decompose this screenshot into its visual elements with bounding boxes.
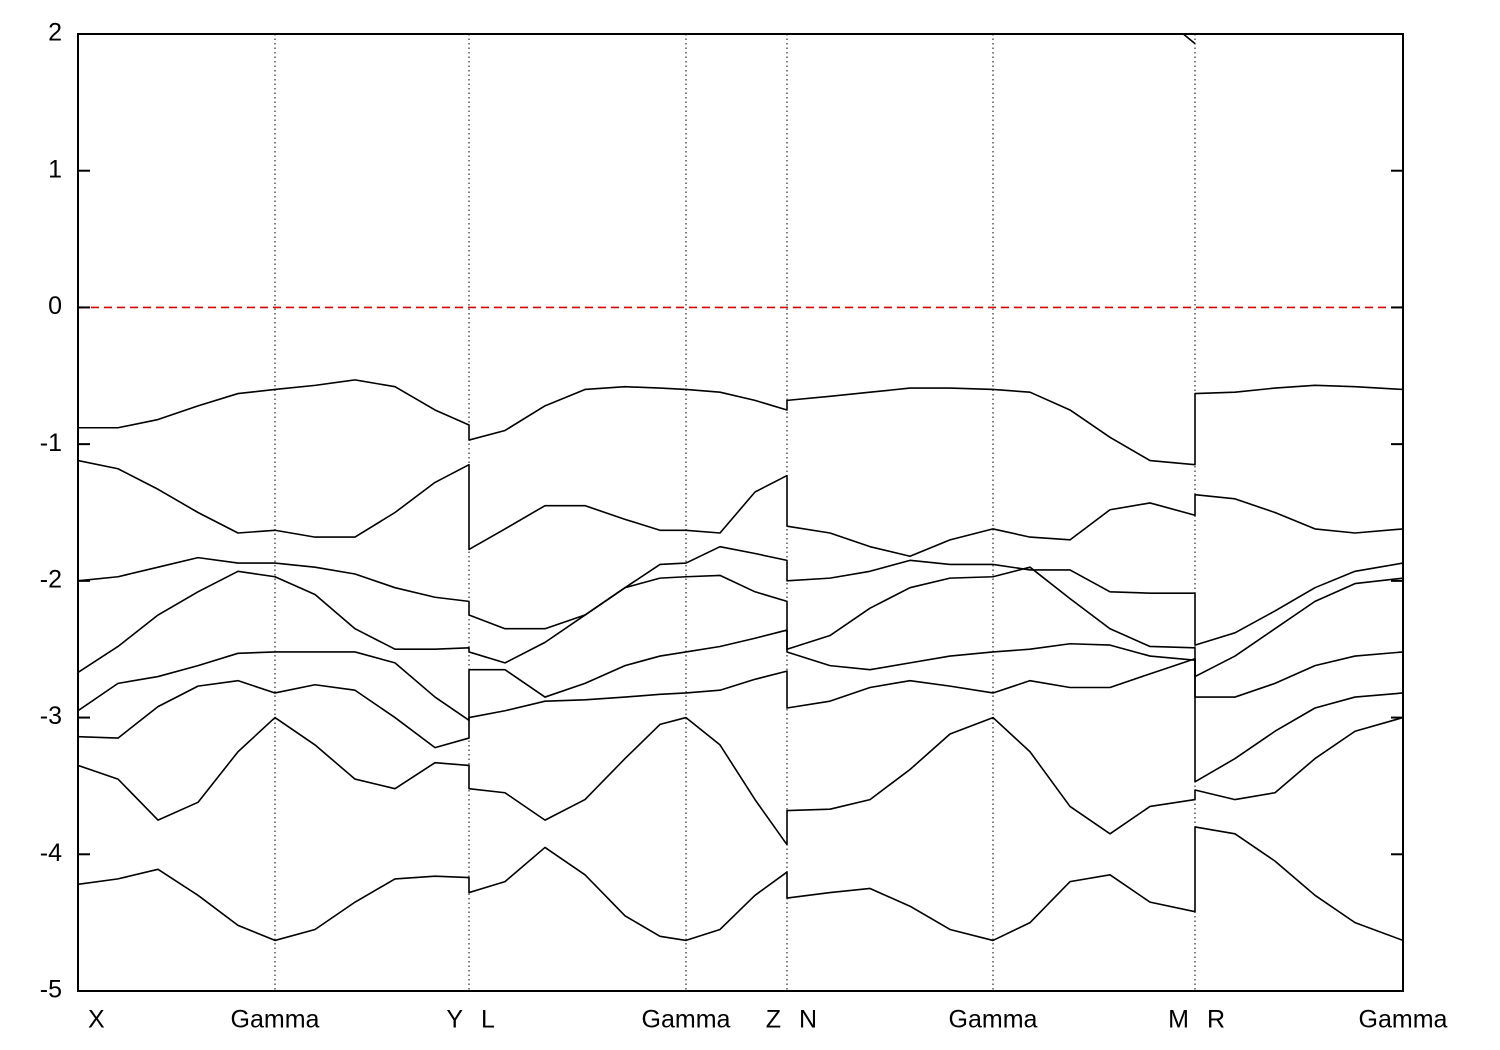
band-line (78, 459, 1403, 558)
y-tick-label: -1 (40, 429, 62, 457)
x-tick-label: Z (766, 1006, 781, 1034)
y-tick-label: 2 (48, 19, 62, 47)
band-line (78, 545, 1403, 646)
x-tick-label: R (1207, 1006, 1225, 1034)
band-line (78, 379, 1403, 466)
y-tick-label: 0 (48, 292, 62, 320)
band-line (78, 826, 1403, 942)
band-line (78, 716, 1403, 846)
y-tick-label: -2 (40, 565, 62, 593)
y-tick-label: 1 (48, 155, 62, 183)
band-line (78, 629, 1403, 722)
x-tick-label: L (481, 1006, 495, 1034)
band-line (1182, 34, 1196, 45)
x-tick-label: Gamma (1359, 1006, 1448, 1034)
y-tick-label: -3 (40, 702, 62, 730)
y-tick-label: -5 (40, 976, 62, 1004)
x-tick-label: Gamma (949, 1006, 1038, 1034)
x-tick-label: Gamma (642, 1006, 731, 1034)
plot-area (78, 34, 1403, 942)
y-tick-label: -4 (40, 839, 62, 867)
x-tick-label: Y (446, 1006, 463, 1034)
band-line (78, 657, 1403, 783)
x-tick-label: N (799, 1006, 817, 1034)
x-tick-label: X (88, 1006, 105, 1034)
x-tick-label: Gamma (231, 1006, 320, 1034)
band-line (78, 566, 1403, 678)
plot-frame (77, 33, 1404, 992)
x-tick-label: M (1168, 1006, 1189, 1034)
axes-layer: -5 -4 -3 -2 -1 0 1 2 X Gamma Y L Gamma Z N Gamma M R Gamma (40, 19, 1448, 1034)
